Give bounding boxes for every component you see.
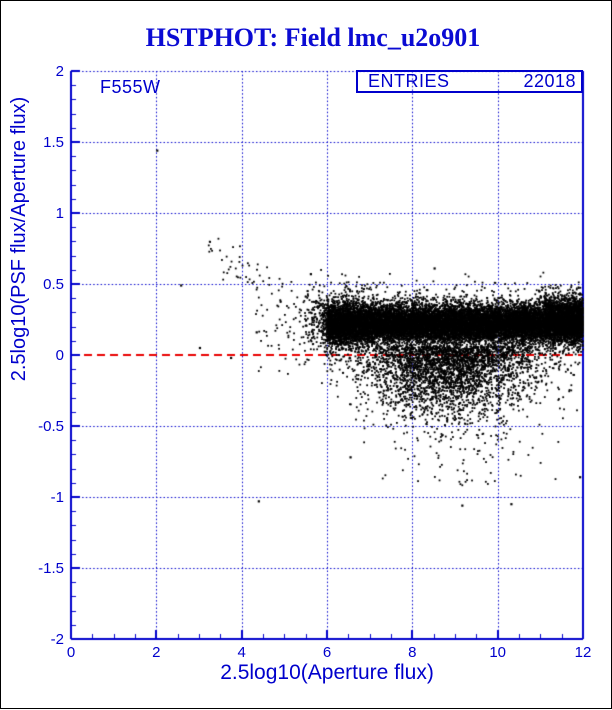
y-tick-label: 0 [55, 347, 64, 364]
x-tick-label: 2 [152, 644, 161, 661]
x-tick-label: 6 [322, 644, 332, 661]
entries-label: ENTRIES [368, 71, 450, 91]
y-tick-label: 0.5 [43, 276, 64, 293]
filter-label: F555W [100, 77, 161, 97]
y-tick-label: 2 [55, 63, 64, 80]
y-tick-label: -1.5 [38, 560, 64, 577]
y-tick-label: -0.5 [38, 418, 64, 435]
entries-value: 22018 [523, 71, 576, 91]
entries-box: ENTRIES 22018 [356, 70, 583, 93]
x-tick-label: 12 [574, 644, 592, 661]
y-tick-label: 1.5 [43, 134, 64, 151]
y-tick-label: 1 [55, 205, 64, 222]
x-axis-title: 2.5log10(Aperture flux) [220, 661, 434, 684]
x-tick-label: 10 [489, 644, 506, 661]
x-tick-label: 0 [66, 644, 76, 661]
y-tick-label: -2 [50, 631, 64, 648]
y-axis-title: 2.5log10(PSF flux/Aperture flux) [8, 96, 30, 382]
x-tick-label: 4 [237, 644, 246, 661]
x-tick-label: 8 [408, 644, 417, 661]
y-tick-label: -1 [50, 489, 64, 506]
